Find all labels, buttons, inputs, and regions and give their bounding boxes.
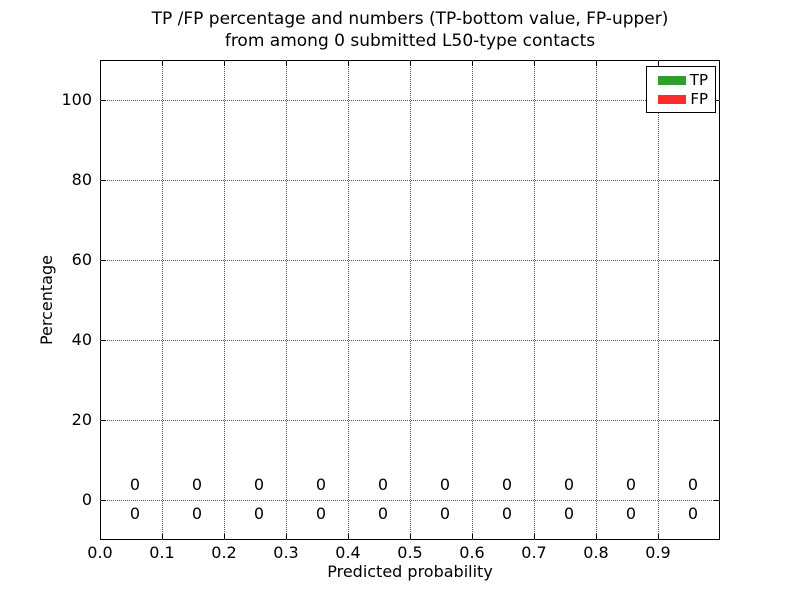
x-tick-mark-top [100, 61, 101, 66]
data-label-tp: 0 [377, 504, 389, 523]
x-tick-mark-top [224, 61, 225, 66]
data-label-tp: 0 [563, 504, 575, 523]
x-tick-mark-top [596, 61, 597, 66]
x-tick-label: 0.9 [645, 543, 671, 562]
gridline-vertical [472, 60, 473, 540]
data-label-fp: 0 [687, 475, 699, 494]
x-tick-label: 0.4 [335, 543, 361, 562]
y-tick-mark-right [714, 420, 719, 421]
x-tick-label: 0.5 [397, 543, 423, 562]
data-label-fp: 0 [377, 475, 389, 494]
y-tick-mark-right [714, 340, 719, 341]
x-tick-label: 0.3 [273, 543, 299, 562]
legend: TP FP [646, 66, 716, 113]
y-tick-mark-left [101, 260, 106, 261]
y-tick-mark-left [101, 420, 106, 421]
y-tick-label: 80 [71, 170, 92, 189]
x-tick-mark-bottom [410, 534, 411, 539]
legend-swatch-tp-icon [658, 75, 686, 85]
x-tick-mark-top [534, 61, 535, 66]
gridline-horizontal [100, 100, 720, 101]
y-tick-label: 0 [81, 490, 92, 509]
chart-title: TP /FP percentage and numbers (TP-bottom… [100, 8, 720, 52]
chart-title-line-2: from among 0 submitted L50-type contacts [224, 31, 596, 51]
data-label-tp: 0 [253, 504, 265, 523]
y-tick-mark-left [101, 100, 106, 101]
x-tick-mark-top [658, 61, 659, 66]
gridline-horizontal [100, 420, 720, 421]
x-tick-mark-top [286, 61, 287, 66]
data-label-tp: 0 [191, 504, 203, 523]
x-tick-mark-bottom [286, 534, 287, 539]
gridline-vertical [658, 60, 659, 540]
legend-swatch-fp-icon [658, 94, 686, 104]
x-tick-mark-bottom [100, 534, 101, 539]
legend-entry-tp: TP [658, 72, 708, 88]
data-label-tp: 0 [625, 504, 637, 523]
y-tick-mark-right [714, 500, 719, 501]
gridline-vertical [162, 60, 163, 540]
x-tick-mark-bottom [596, 534, 597, 539]
gridline-vertical [410, 60, 411, 540]
x-tick-mark-bottom [658, 534, 659, 539]
chart-title-line-1: TP /FP percentage and numbers (TP-bottom… [151, 9, 669, 29]
data-label-fp: 0 [191, 475, 203, 494]
gridline-vertical [596, 60, 597, 540]
gridline-horizontal [100, 180, 720, 181]
y-tick-mark-right [714, 180, 719, 181]
x-axis-label: Predicted probability [327, 562, 493, 581]
x-tick-mark-top [472, 61, 473, 66]
gridline-vertical [224, 60, 225, 540]
y-tick-label: 60 [71, 250, 92, 269]
y-tick-mark-right [714, 260, 719, 261]
x-tick-mark-bottom [224, 534, 225, 539]
gridline-horizontal [100, 340, 720, 341]
legend-entry-fp: FP [658, 91, 708, 107]
x-tick-mark-bottom [162, 534, 163, 539]
data-label-fp: 0 [501, 475, 513, 494]
x-tick-mark-bottom [534, 534, 535, 539]
x-tick-label: 0.6 [459, 543, 485, 562]
data-label-tp: 0 [129, 504, 141, 523]
x-tick-label: 0.7 [521, 543, 547, 562]
legend-label-fp: FP [690, 90, 708, 108]
x-tick-mark-top [410, 61, 411, 66]
data-label-fp: 0 [625, 475, 637, 494]
y-tick-mark-left [101, 340, 106, 341]
x-tick-mark-top [348, 61, 349, 66]
gridline-vertical [348, 60, 349, 540]
y-axis-label: Percentage [37, 255, 56, 346]
x-tick-label: 0.1 [149, 543, 175, 562]
data-label-tp: 0 [439, 504, 451, 523]
gridline-horizontal [100, 260, 720, 261]
gridline-horizontal [100, 500, 720, 501]
data-label-tp: 0 [501, 504, 513, 523]
x-tick-mark-top [162, 61, 163, 66]
y-tick-mark-left [101, 500, 106, 501]
y-tick-mark-right [714, 100, 719, 101]
x-tick-mark-bottom [348, 534, 349, 539]
data-label-tp: 0 [687, 504, 699, 523]
gridline-vertical [534, 60, 535, 540]
gridline-vertical [286, 60, 287, 540]
data-label-fp: 0 [315, 475, 327, 494]
y-tick-label: 20 [71, 410, 92, 429]
data-label-fp: 0 [129, 475, 141, 494]
data-label-tp: 0 [315, 504, 327, 523]
x-tick-mark-bottom [472, 534, 473, 539]
legend-label-tp: TP [689, 71, 708, 89]
data-label-fp: 0 [253, 475, 265, 494]
y-tick-label: 100 [61, 90, 92, 109]
y-tick-mark-left [101, 180, 106, 181]
x-tick-label: 0.2 [211, 543, 237, 562]
y-tick-label: 40 [71, 330, 92, 349]
data-label-fp: 0 [563, 475, 575, 494]
x-tick-label: 0.8 [583, 543, 609, 562]
x-tick-label: 0.0 [87, 543, 113, 562]
data-label-fp: 0 [439, 475, 451, 494]
